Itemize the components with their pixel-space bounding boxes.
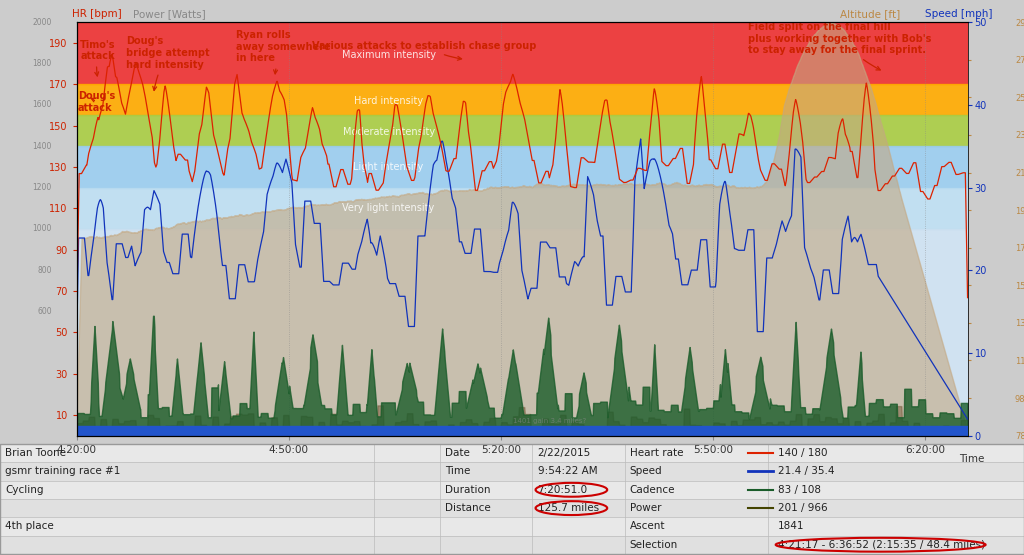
Text: Maximum intensity: Maximum intensity [342,51,435,60]
Text: 600: 600 [37,307,52,316]
Text: Date: Date [445,448,470,458]
Text: Power: Power [630,503,662,513]
Text: 2/22/2015: 2/22/2015 [538,448,591,458]
Text: 140 / 180: 140 / 180 [778,448,827,458]
Text: 7:20:51.0: 7:20:51.0 [538,485,588,495]
Text: 201 / 966: 201 / 966 [778,503,827,513]
Text: Very light intensity: Very light intensity [342,203,435,213]
Text: 1200: 1200 [33,183,52,192]
Text: Doug's
bridge attempt
hard intensity: Doug's bridge attempt hard intensity [126,37,210,90]
Text: Distance: Distance [445,503,492,513]
Text: Speed [mph]: Speed [mph] [925,9,992,19]
Text: Cycling: Cycling [5,485,44,495]
Bar [77,115,968,147]
Bar [77,426,968,436]
Text: 125.7 miles: 125.7 miles [538,503,599,513]
Text: 1600: 1600 [33,100,52,109]
Text: Various attacks to establish chase group: Various attacks to establish chase group [312,41,537,60]
Text: Speed: Speed [630,466,663,477]
Text: 4th place: 4th place [5,521,54,532]
Bar [77,188,968,229]
Text: Duration: Duration [445,485,490,495]
Text: 4:21:17 - 6:36:52 (2:15:35 / 48.4 miles): 4:21:17 - 6:36:52 (2:15:35 / 48.4 miles) [778,539,985,550]
Bar [77,229,968,436]
Text: Selection: Selection [630,539,678,550]
Text: 2000: 2000 [33,18,52,27]
Text: 83 / 108: 83 / 108 [778,485,821,495]
Text: 21.4 / 35.4: 21.4 / 35.4 [778,466,835,477]
Text: Doug's
attack: Doug's attack [78,92,116,113]
Bar [77,84,968,115]
Text: Cadence: Cadence [630,485,675,495]
Text: 1400: 1400 [33,142,52,151]
Text: Altitude [ft]: Altitude [ft] [840,9,900,19]
Text: Hard intensity: Hard intensity [354,96,423,106]
Text: 800: 800 [37,266,52,275]
Text: 9:54:22 AM: 9:54:22 AM [538,466,597,477]
Text: 1000: 1000 [33,224,52,234]
Text: Field split on the final hill
plus working together with Bob's
to stay away for : Field split on the final hill plus worki… [749,22,932,70]
Text: Timo's
attack: Timo's attack [80,40,116,76]
Text: Power [Watts]: Power [Watts] [133,9,206,19]
Text: Time: Time [445,466,471,477]
Text: 1841: 1841 [778,521,805,532]
X-axis label: Time: Time [959,455,985,465]
Text: 1800: 1800 [33,59,52,68]
Text: gsmr training race #1: gsmr training race #1 [5,466,121,477]
Text: Ascent: Ascent [630,521,666,532]
Text: Brian Toone: Brian Toone [5,448,67,458]
Text: Moderate intensity: Moderate intensity [343,127,434,137]
Bar [77,147,968,188]
Text: Ryan rolls
away somewhere
in here: Ryan rolls away somewhere in here [236,31,331,74]
Text: 1401 gain 3.4 miles?: 1401 gain 3.4 miles? [513,418,586,424]
Bar [77,22,968,84]
Text: Heart rate: Heart rate [630,448,683,458]
Text: HR [bpm]: HR [bpm] [72,9,122,19]
Text: Light intensity: Light intensity [353,162,424,172]
